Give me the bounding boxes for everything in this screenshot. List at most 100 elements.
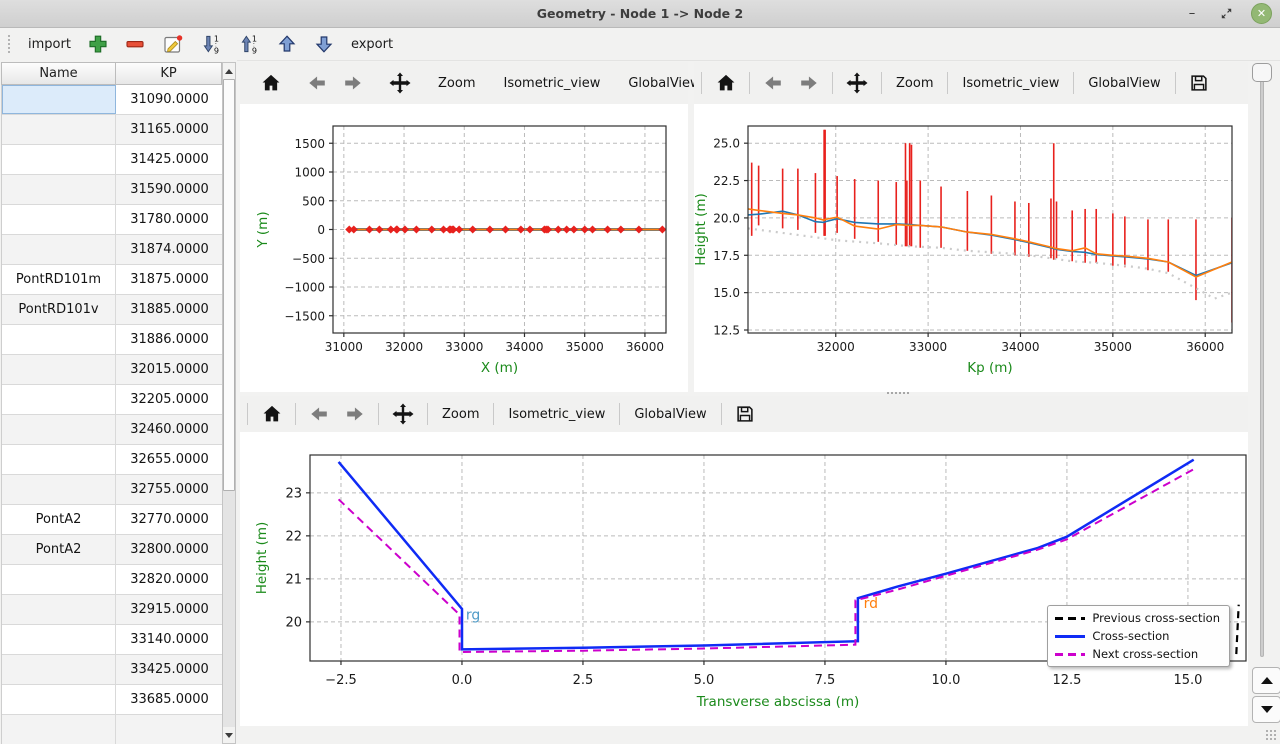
table-row[interactable] — [2, 715, 223, 744]
toolbar-drag-handle[interactable] — [8, 35, 12, 53]
sort-descending-button[interactable]: 19 — [233, 31, 266, 57]
cell-kp[interactable]: 32800.0000 — [116, 535, 223, 564]
pan-up-button[interactable] — [1252, 667, 1280, 694]
back-button[interactable] — [301, 400, 337, 428]
home-button[interactable] — [253, 69, 289, 97]
splitter-handle[interactable] — [887, 392, 909, 394]
cell-name[interactable] — [2, 445, 116, 474]
plan-view-plot[interactable]: 310003200033000340003500036000−1500−1000… — [240, 104, 688, 392]
cell-name[interactable] — [2, 655, 116, 684]
cell-name[interactable] — [2, 565, 116, 594]
cell-kp[interactable]: 31780.0000 — [116, 205, 223, 234]
restore-button[interactable] — [1217, 5, 1235, 23]
sort-ascending-button[interactable]: 19 — [195, 31, 228, 57]
minimize-button[interactable]: – — [1183, 5, 1201, 23]
cell-kp[interactable]: 33685.0000 — [116, 685, 223, 714]
move-up-button[interactable] — [271, 31, 303, 57]
view-slider-handle[interactable] — [1252, 63, 1272, 82]
cell-name[interactable]: PontRD101v — [2, 295, 116, 324]
forward-button[interactable] — [335, 69, 371, 97]
toolbar-drag-handle[interactable] — [247, 403, 248, 425]
edit-button[interactable] — [156, 31, 190, 57]
table-row[interactable]: 32015.0000 — [2, 355, 223, 385]
scroll-up-button[interactable] — [223, 63, 235, 79]
global-view-button[interactable]: GlobalView — [625, 400, 715, 428]
scrollbar-thumb[interactable] — [223, 79, 235, 491]
plan-figure[interactable]: 310003200033000340003500036000−1500−1000… — [240, 104, 688, 392]
pan-button[interactable] — [838, 69, 876, 97]
cell-name[interactable] — [2, 145, 116, 174]
table-row[interactable]: PontA232770.0000 — [2, 505, 223, 535]
zoom-button[interactable]: Zoom — [429, 69, 484, 97]
cell-kp[interactable]: 31874.0000 — [116, 235, 223, 264]
back-button[interactable] — [755, 69, 791, 97]
table-row[interactable]: 32915.0000 — [2, 595, 223, 625]
cell-name[interactable] — [2, 85, 116, 114]
forward-button[interactable] — [337, 400, 373, 428]
forward-button[interactable] — [791, 69, 827, 97]
profile-plot[interactable]: 320003300034000350003600012.515.017.520.… — [694, 104, 1248, 392]
cell-name[interactable] — [2, 475, 116, 504]
cross-section-figure[interactable]: −2.50.02.55.07.510.012.515.020212223Tran… — [240, 432, 1248, 726]
zoom-button[interactable]: Zoom — [887, 69, 942, 97]
cell-kp[interactable]: 32820.0000 — [116, 565, 223, 594]
table-row[interactable]: 32205.0000 — [2, 385, 223, 415]
table-scrollbar[interactable] — [222, 62, 236, 744]
scroll-down-button[interactable] — [223, 727, 235, 743]
cell-name[interactable] — [2, 115, 116, 144]
cell-kp[interactable]: 32655.0000 — [116, 445, 223, 474]
cell-name[interactable]: PontA2 — [2, 505, 116, 534]
cell-name[interactable] — [2, 325, 116, 354]
remove-button[interactable] — [119, 31, 151, 57]
pan-button[interactable] — [384, 400, 422, 428]
zoom-button[interactable]: Zoom — [433, 400, 488, 428]
cell-name[interactable] — [2, 685, 116, 714]
cell-kp[interactable]: 32460.0000 — [116, 415, 223, 444]
import-button[interactable]: import — [22, 31, 77, 57]
cell-name[interactable] — [2, 355, 116, 384]
isometric-view-button[interactable]: Isometric_view — [494, 69, 609, 97]
save-button[interactable] — [727, 400, 763, 428]
resize-grip[interactable] — [1265, 729, 1278, 742]
cell-kp[interactable]: 31590.0000 — [116, 175, 223, 204]
cell-kp[interactable]: 33140.0000 — [116, 625, 223, 654]
cell-kp[interactable]: 32015.0000 — [116, 355, 223, 384]
cell-name[interactable] — [2, 175, 116, 204]
table-row[interactable]: 31165.0000 — [2, 115, 223, 145]
cell-kp[interactable]: 32755.0000 — [116, 475, 223, 504]
cell-name[interactable] — [2, 715, 116, 744]
cell-name[interactable] — [2, 205, 116, 234]
cell-kp[interactable]: 32770.0000 — [116, 505, 223, 534]
column-header-name[interactable]: Name — [2, 63, 116, 84]
global-view-button[interactable]: GlobalView — [1079, 69, 1169, 97]
add-button[interactable] — [82, 31, 114, 57]
cell-kp[interactable]: 31875.0000 — [116, 265, 223, 294]
cell-kp[interactable]: 31090.0000 — [116, 85, 223, 114]
table-row[interactable]: 31874.0000 — [2, 235, 223, 265]
cell-kp[interactable]: 32205.0000 — [116, 385, 223, 414]
cell-name[interactable] — [2, 595, 116, 624]
table-row[interactable]: 33685.0000 — [2, 685, 223, 715]
cell-name[interactable] — [2, 385, 116, 414]
cell-kp[interactable]: 31886.0000 — [116, 325, 223, 354]
cell-kp[interactable]: 31885.0000 — [116, 295, 223, 324]
toolbar-drag-handle[interactable] — [701, 72, 702, 94]
move-down-button[interactable] — [308, 31, 340, 57]
table-row[interactable]: 31590.0000 — [2, 175, 223, 205]
table-row[interactable]: 31886.0000 — [2, 325, 223, 355]
cell-name[interactable]: PontRD101m — [2, 265, 116, 294]
pan-button[interactable] — [381, 69, 419, 97]
export-button[interactable]: export — [345, 31, 399, 57]
cell-name[interactable]: PontA2 — [2, 535, 116, 564]
table-row[interactable]: 32460.0000 — [2, 415, 223, 445]
table-row[interactable]: PontA232800.0000 — [2, 535, 223, 565]
table-row[interactable]: 32655.0000 — [2, 445, 223, 475]
cell-kp[interactable] — [116, 715, 223, 744]
table-row[interactable]: 31780.0000 — [2, 205, 223, 235]
cell-name[interactable] — [2, 235, 116, 264]
view-slider-track[interactable] — [1260, 72, 1264, 657]
cell-name[interactable] — [2, 625, 116, 654]
isometric-view-button[interactable]: Isometric_view — [499, 400, 614, 428]
close-button[interactable]: ✕ — [1251, 3, 1272, 24]
home-button[interactable] — [708, 69, 744, 97]
